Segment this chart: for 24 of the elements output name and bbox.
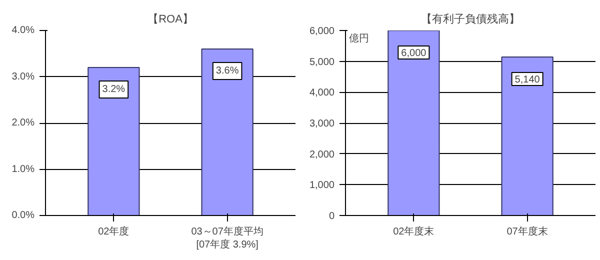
x-tick-label: 02年度末 [393, 226, 434, 238]
y-tick-label: 3,000 [309, 118, 335, 130]
data-label: 3.2% [102, 84, 126, 95]
y-tick-label: 0.0% [12, 210, 35, 221]
x-tick-label: 02年度 [98, 226, 130, 238]
y-tick-label: 1,000 [309, 180, 335, 192]
x-tick-label: 07年度末 [506, 226, 548, 238]
chart-title: 【ROA】 [148, 12, 194, 26]
y-tick-label: 1.0% [12, 164, 35, 175]
chart-title: 【有利子負債残高】 [421, 12, 520, 26]
y-tick-label: 2.0% [12, 118, 35, 128]
data-label: 3.6% [216, 66, 239, 76]
y-tick-label: 0 [328, 211, 335, 222]
text: [07年度 3.9%] [196, 238, 259, 251]
y-tick-label: 2,000 [309, 149, 335, 160]
y-tick-label: 6,000 [309, 26, 335, 37]
y-tick-label: 3.0% [12, 71, 35, 82]
y-axis-title: 億円 [348, 32, 369, 44]
data-label: 5,140 [514, 74, 540, 86]
x-tick-label: 03～07年度平均 [191, 226, 264, 238]
y-tick-label: 4.0% [12, 25, 35, 36]
y-tick-label: 4,000 [309, 88, 335, 99]
data-label: 6,000 [401, 48, 427, 59]
y-tick-label: 5,000 [309, 56, 335, 68]
